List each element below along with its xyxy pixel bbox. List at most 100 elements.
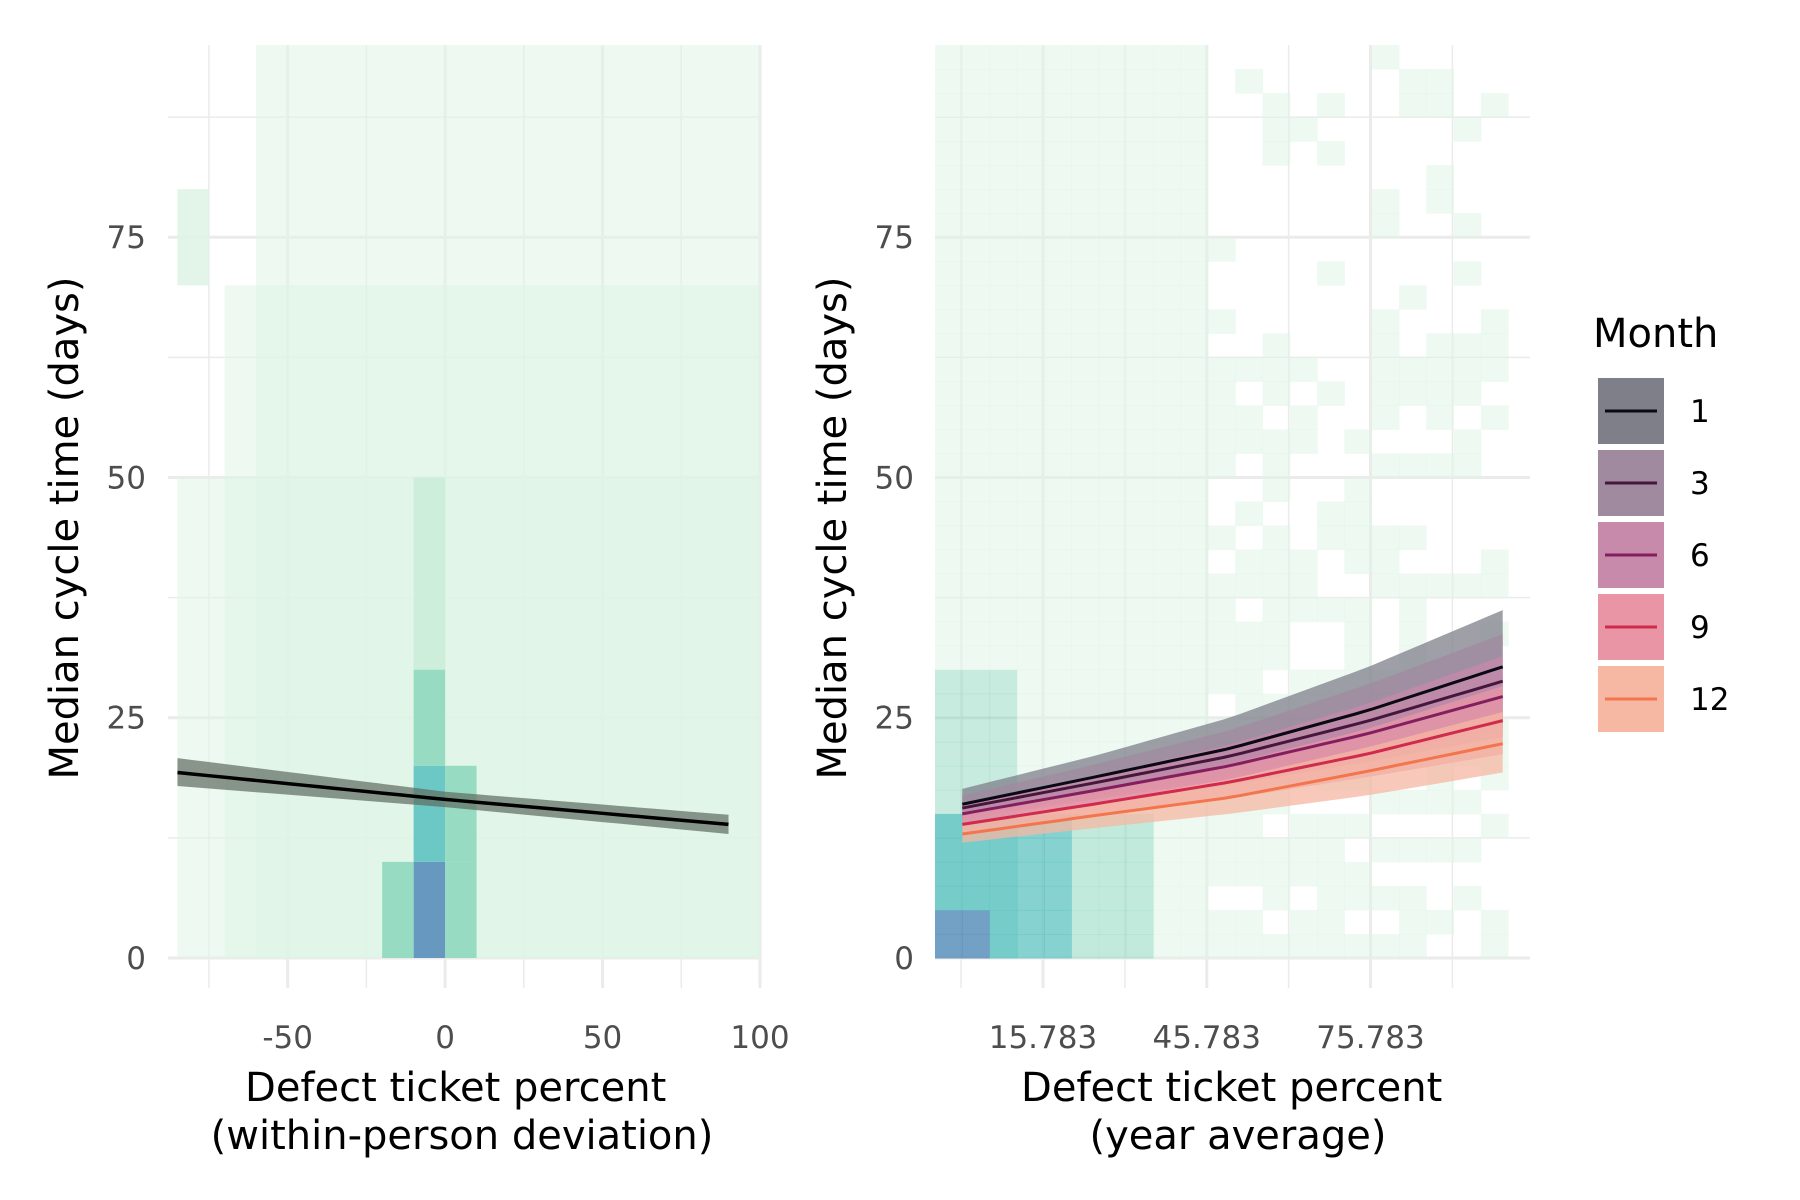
right-tile-65	[962, 285, 991, 310]
right-tile-358	[1180, 549, 1209, 575]
right-x-axis-title-line1: Defect ticket percent	[1021, 1065, 1442, 1111]
right-tile-542	[1426, 357, 1455, 382]
right-tile-339	[1153, 93, 1182, 118]
right-series-lines	[961, 665, 1504, 836]
right-tile-73	[962, 93, 991, 118]
right-tile-474	[1317, 261, 1345, 286]
right-tile-222	[1071, 165, 1100, 190]
right-tile-256	[1098, 261, 1127, 286]
right-tile-288	[1126, 405, 1154, 430]
right-tile-147	[1016, 141, 1045, 166]
right-tile-555	[1453, 453, 1482, 478]
right-tile-559	[1453, 333, 1482, 358]
right-tile-109	[989, 141, 1018, 166]
right-tile-414	[1235, 621, 1264, 647]
right-tile-160	[1044, 741, 1072, 767]
right-tile-217	[1071, 285, 1100, 310]
right-tile-170	[1044, 501, 1072, 527]
right-tile-560	[1453, 261, 1482, 286]
right-tile-478	[1344, 885, 1373, 911]
right-tile-368	[1180, 309, 1209, 334]
right-tile-150	[1016, 69, 1045, 94]
right-tile-327	[1153, 381, 1182, 406]
right-tile-11	[935, 669, 963, 695]
right-tile-25	[935, 333, 963, 358]
right-tile-237	[1098, 717, 1127, 743]
right-tile-511	[1371, 189, 1400, 214]
right-tile-215	[1071, 333, 1100, 358]
right-tile-514	[1398, 909, 1427, 935]
right-tile-302	[1126, 69, 1154, 94]
right-tile-522	[1398, 621, 1427, 647]
right-tile-77	[989, 909, 1018, 935]
right-tile-446	[1289, 909, 1318, 935]
right-tile-471	[1317, 525, 1345, 551]
line-month-9	[962, 719, 1504, 826]
right-tile-258	[1098, 213, 1127, 238]
right-tile-418	[1235, 429, 1264, 454]
right-tile-14	[935, 597, 963, 623]
right-tile-517	[1398, 789, 1427, 815]
right-tile-503	[1371, 525, 1400, 551]
right-tile-472	[1317, 501, 1345, 527]
left-fit-ribbon	[177, 758, 729, 835]
right-tile-46	[962, 741, 991, 767]
right-tile-364	[1180, 405, 1209, 430]
right-tile-423	[1262, 885, 1291, 911]
right-tile-280	[1126, 597, 1154, 623]
right-tile-360	[1180, 501, 1209, 527]
right-tile-297	[1126, 189, 1154, 214]
right-tile-346	[1180, 837, 1209, 863]
left-tile-outlier	[177, 189, 209, 286]
right-tile-315	[1153, 669, 1182, 695]
right-tile-397	[1207, 405, 1236, 430]
right-tile-454	[1289, 597, 1318, 623]
right-tile-193	[1071, 861, 1100, 887]
right-tile-239	[1098, 669, 1127, 695]
left-heatmap-tiles	[177, 45, 761, 958]
right-tile-207	[1071, 525, 1100, 551]
right-tile-94	[989, 501, 1018, 527]
right-tile-295	[1126, 237, 1154, 262]
right-tile-53	[962, 573, 991, 599]
right-tile-495	[1371, 837, 1400, 863]
right-tile-177	[1044, 333, 1072, 358]
right-tile-267	[1126, 909, 1154, 935]
right-tile-421	[1235, 69, 1264, 94]
right-tile-165	[1044, 621, 1072, 647]
right-tile-192	[1071, 885, 1100, 911]
right-tile-290	[1126, 357, 1154, 382]
right-tile-213	[1071, 381, 1100, 406]
right-tile-510	[1371, 213, 1400, 238]
right-tile-178	[1044, 309, 1072, 334]
right-tile-296	[1126, 213, 1154, 238]
right-tile-464	[1317, 861, 1345, 887]
right-tile-284	[1126, 501, 1154, 527]
right-tile-161	[1044, 717, 1072, 743]
right-tile-144	[1016, 213, 1045, 238]
right-tile-179	[1044, 285, 1072, 310]
legend-label-12: 12	[1690, 682, 1729, 718]
right-tile-253	[1098, 333, 1127, 358]
right-tile-293	[1126, 285, 1154, 310]
right-tile-432	[1262, 597, 1291, 623]
right-tile-430	[1262, 645, 1291, 671]
right-tile-208	[1071, 501, 1100, 527]
right-tile-362	[1180, 453, 1209, 478]
right-tile-181	[1044, 237, 1072, 262]
right-tile-447	[1289, 861, 1318, 887]
right-tile-240	[1098, 645, 1127, 671]
right-tile-34	[935, 117, 963, 142]
right-tile-96	[989, 453, 1018, 478]
right-tile-279	[1126, 621, 1154, 647]
right-tile-84	[989, 741, 1018, 767]
right-tile-168	[1044, 549, 1072, 575]
right-tile-265	[1098, 45, 1127, 70]
right-tile-449	[1289, 813, 1318, 839]
left-y-tick-0: 0	[126, 941, 146, 977]
right-tile-135	[1016, 429, 1045, 454]
legend-key-6: 6	[1598, 522, 1710, 588]
right-tile-202	[1071, 645, 1100, 671]
right-tile-524	[1398, 573, 1427, 599]
